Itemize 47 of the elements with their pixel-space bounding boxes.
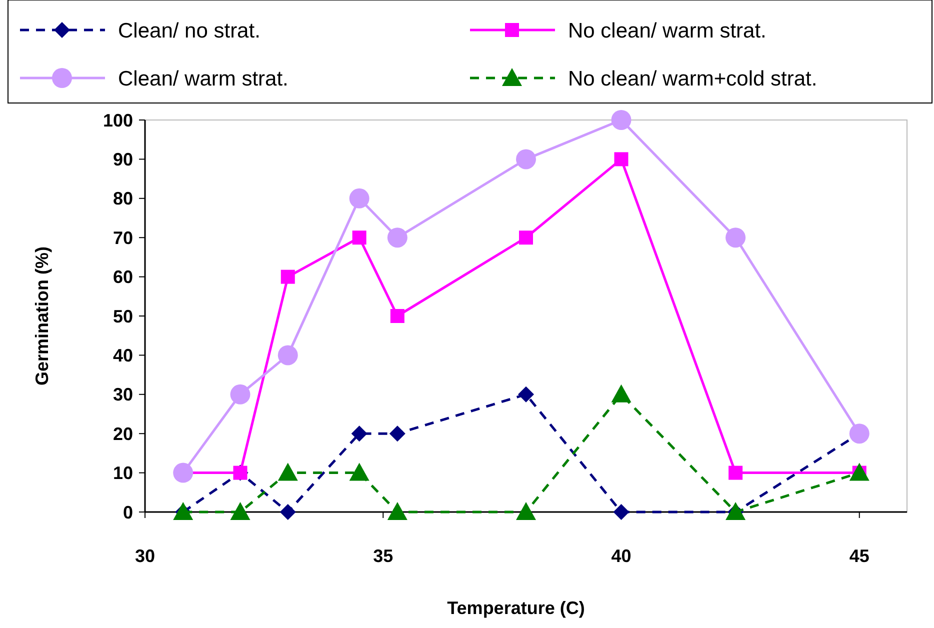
x-tick-label: 35: [373, 546, 394, 566]
y-tick-label: 100: [102, 110, 133, 130]
point: [280, 270, 295, 284]
y-tick-label: 70: [112, 228, 133, 248]
legend-label: No clean/ warm+cold strat.: [568, 67, 818, 90]
point: [278, 462, 298, 481]
point: [849, 462, 870, 481]
point: [613, 504, 630, 520]
legend-label: Clean/ warm strat.: [118, 67, 288, 90]
point: [349, 462, 370, 481]
point: [352, 230, 366, 245]
y-axis-title: Germination (%): [32, 246, 52, 386]
point: [349, 188, 370, 208]
point: [516, 149, 536, 170]
point: [387, 228, 408, 248]
point: [611, 110, 632, 130]
y-tick-label: 20: [112, 424, 133, 444]
point: [614, 152, 628, 166]
x-tick-label: 45: [849, 546, 870, 566]
y-tick-label: 80: [112, 188, 133, 209]
x-tick-label: 30: [134, 546, 156, 566]
legend-label: No clean/ warm strat.: [568, 19, 766, 42]
y-tick-label: 90: [112, 150, 133, 170]
point: [387, 502, 408, 520]
y-tick-label: 50: [112, 306, 133, 326]
point: [390, 309, 404, 323]
y-tick-label: 60: [112, 267, 133, 288]
point: [278, 345, 298, 366]
y-tick-label: 40: [112, 346, 133, 366]
point: [519, 230, 533, 245]
y-tick-label: 10: [112, 463, 133, 484]
y-tick-label: 30: [112, 384, 133, 405]
point: [389, 426, 406, 442]
point: [280, 504, 296, 520]
point: [611, 384, 632, 402]
point: [173, 462, 194, 483]
legend-label: Clean/ no strat.: [118, 19, 260, 42]
point: [728, 466, 743, 480]
point: [518, 386, 534, 402]
x-axis-title: Temperature (C): [447, 598, 585, 618]
y-tick-label: 0: [122, 502, 133, 522]
point: [516, 502, 536, 520]
point: [726, 228, 746, 248]
point: [230, 384, 250, 404]
point: [351, 426, 368, 442]
point: [230, 502, 250, 520]
x-tick-label: 40: [611, 546, 632, 566]
